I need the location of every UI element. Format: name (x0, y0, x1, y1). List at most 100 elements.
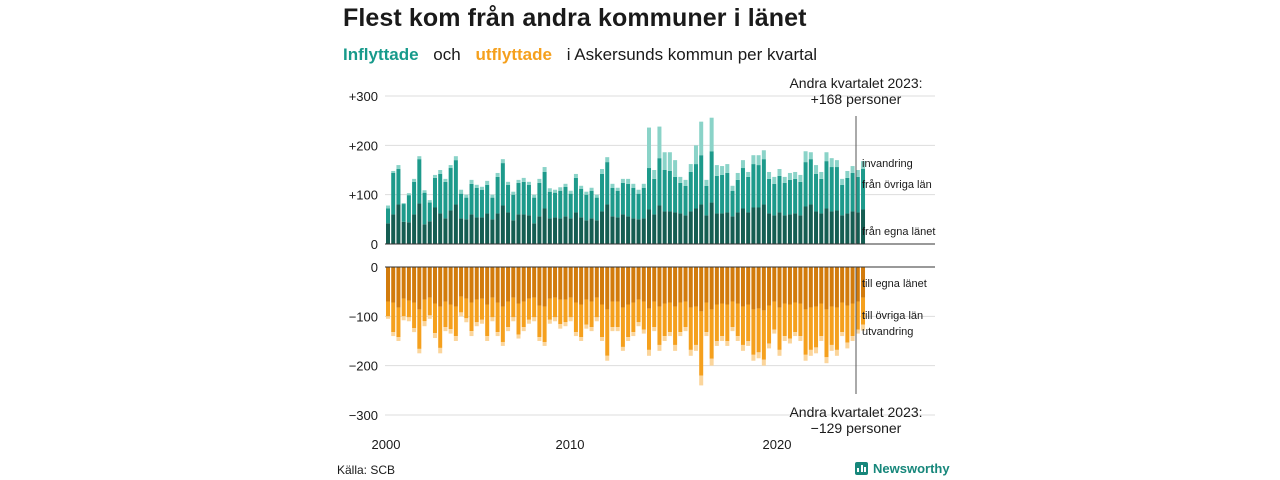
outflow-own-bar (516, 267, 521, 304)
inflow-own-bar (506, 212, 511, 244)
outflow-other-bar (495, 302, 500, 333)
outflow-emigration-bar (662, 336, 667, 341)
outflow-own-bar (542, 267, 547, 307)
outflow-other-bar (824, 309, 829, 358)
callout-inflow-line1: Andra kvartalet 2023: (789, 75, 922, 91)
inflow-immigration-bar (584, 191, 589, 195)
inflow-own-bar (573, 212, 578, 244)
inflow-own-bar (500, 205, 505, 244)
outflow-other-bar (740, 306, 745, 345)
inflow-immigration-bar (516, 179, 521, 183)
outflow-other-bar (845, 305, 850, 343)
inflow-own-bar (610, 216, 615, 244)
outflow-emigration-bar (704, 332, 709, 337)
outflow-other-bar (605, 309, 610, 356)
bar-chart-icon (855, 462, 868, 475)
inflow-other-bar (563, 186, 568, 217)
outflow-other-bar (579, 304, 584, 338)
inflow-other-bar (626, 183, 631, 217)
inflow-other-bar (610, 187, 615, 217)
inflow-own-bar (542, 208, 547, 244)
outflow-own-bar (834, 267, 839, 308)
label-invandring: invandring (862, 158, 913, 170)
outflow-own-bar (401, 267, 406, 299)
inflow-own-bar (453, 204, 458, 244)
outflow-other-bar (808, 307, 813, 350)
inflow-other-bar (761, 159, 766, 205)
outflow-own-bar (761, 267, 766, 311)
inflow-own-bar (647, 209, 651, 244)
outflow-emigration-bar (610, 327, 615, 332)
inflow-other-bar (803, 162, 808, 207)
outflow-emigration-bar (824, 357, 829, 364)
outflow-emigration-bar (772, 329, 777, 334)
outflow-emigration-bar (479, 319, 484, 324)
outflow-emigration-bar (537, 337, 542, 341)
outflow-emigration-bar (532, 317, 537, 322)
outflow-own-bar (704, 267, 709, 303)
inflow-immigration-bar (511, 191, 516, 195)
inflow-own-bar (751, 207, 756, 244)
inflow-immigration-bar (657, 126, 662, 159)
outflow-emigration-bar (808, 349, 813, 356)
outflow-own-bar (537, 267, 542, 306)
outflow-own-bar (819, 267, 824, 304)
inflow-own-bar (396, 204, 401, 244)
inflow-immigration-bar (474, 184, 479, 188)
inflow-immigration-bar (793, 171, 798, 179)
brand-name: Newsworthy (873, 461, 950, 476)
outflow-own-bar (772, 267, 777, 302)
outflow-emigration-bar (652, 327, 657, 332)
inflow-other-bar (725, 172, 730, 213)
outflow-emigration-bar (401, 316, 406, 321)
outflow-own-bar (579, 267, 584, 305)
inflow-other-bar (521, 181, 526, 215)
outflow-other-bar (386, 301, 390, 317)
outflow-own-bar (647, 267, 651, 309)
inflow-own-bar (459, 218, 464, 244)
outflow-own-bar (558, 267, 563, 300)
outflow-other-bar (626, 304, 631, 338)
inflow-own-bar (824, 208, 829, 244)
outflow-emigration-bar (506, 327, 511, 332)
inflow-other-bar (693, 164, 698, 209)
outflow-other-bar (485, 304, 490, 337)
inflow-other-bar (735, 179, 740, 213)
outflow-other-bar (479, 298, 484, 320)
outflow-other-bar (573, 302, 578, 333)
outflow-other-bar (720, 303, 725, 337)
inflow-own-bar (391, 214, 396, 244)
inflow-own-bar (652, 214, 657, 244)
outflow-emigration-bar (840, 332, 845, 337)
inflow-immigration-bar (709, 117, 714, 152)
outflow-own-bar (412, 267, 417, 303)
inflow-own-bar (850, 211, 855, 244)
outflow-own-bar (615, 267, 620, 302)
inflow-own-bar (589, 218, 594, 244)
outflow-emigration-bar (814, 347, 819, 354)
inflow-immigration-bar (453, 156, 458, 161)
outflow-emigration-bar (406, 317, 411, 322)
outflow-own-bar (746, 267, 751, 305)
label-fran-ovriga-lan: från övriga län (862, 179, 932, 191)
outflow-own-bar (459, 267, 464, 297)
inflow-own-bar (829, 211, 834, 244)
y-tick-label-top: +200 (349, 138, 378, 153)
inflow-own-bar (631, 218, 636, 244)
outflow-other-bar (767, 305, 772, 344)
inflow-own-bar (547, 218, 552, 244)
inflow-other-bar (386, 208, 390, 224)
outflow-other-bar (427, 297, 432, 316)
outflow-other-bar (474, 299, 479, 323)
outflow-own-bar (532, 267, 537, 298)
y-tick-label-bottom: −100 (349, 309, 378, 324)
outflow-own-bar (600, 267, 605, 305)
label-fran-egna-lanet: från egna länet (862, 226, 935, 238)
outflow-emigration-bar (730, 327, 735, 332)
outflow-emigration-bar (667, 332, 672, 337)
inflow-own-bar (808, 204, 813, 244)
inflow-own-bar (438, 213, 443, 244)
inflow-other-bar (829, 167, 834, 212)
inflow-own-bar (683, 215, 688, 244)
y-tick-label-top: 0 (371, 237, 378, 252)
